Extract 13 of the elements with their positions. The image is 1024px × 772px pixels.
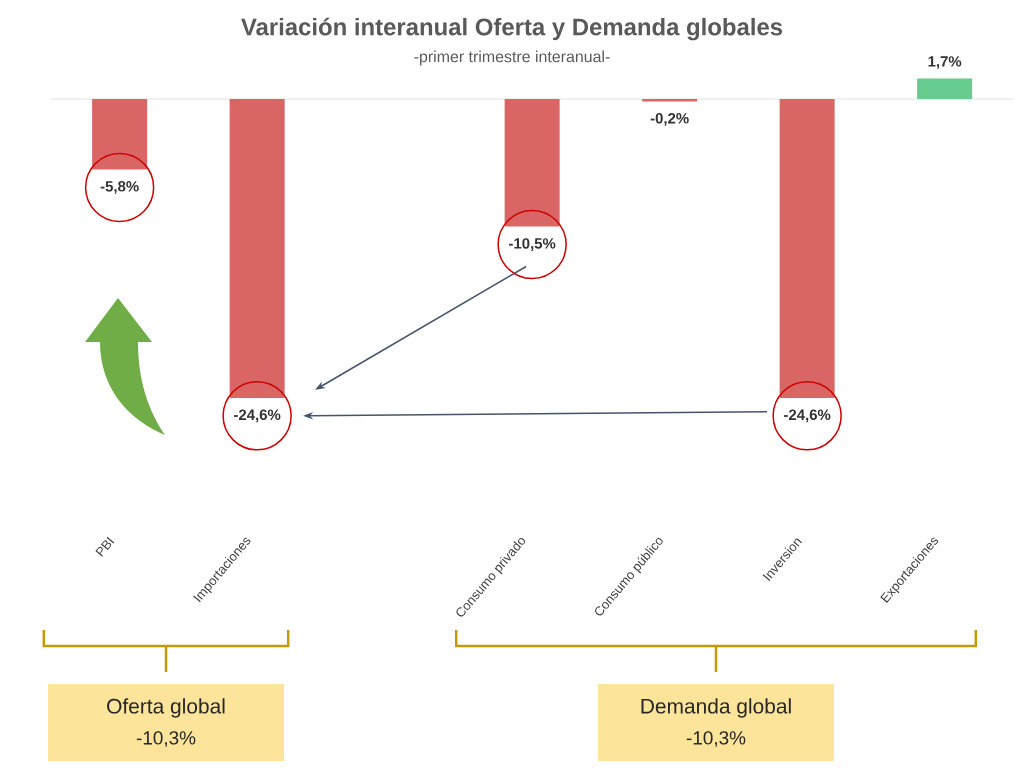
- text: -10,3%: [686, 731, 746, 747]
- data-label: -24,6%: [234, 409, 281, 423]
- data-label: -10,5%: [509, 238, 556, 251]
- data-label: -0,2%: [650, 112, 689, 126]
- data-label: -5,8%: [100, 181, 139, 194]
- chart-subtitle: -primer trimestre interanual-: [414, 50, 610, 66]
- data-label: 1,7%: [928, 56, 962, 69]
- chart-title: Variación interanual Oferta y Demanda globales: [241, 17, 783, 41]
- data-label: -24,6%: [784, 409, 831, 423]
- text: Oferta global: [107, 698, 225, 718]
- text: -10,3%: [136, 731, 196, 747]
- text: Demanda global: [641, 698, 791, 718]
- x-tick-label: PBI: [95, 536, 115, 557]
